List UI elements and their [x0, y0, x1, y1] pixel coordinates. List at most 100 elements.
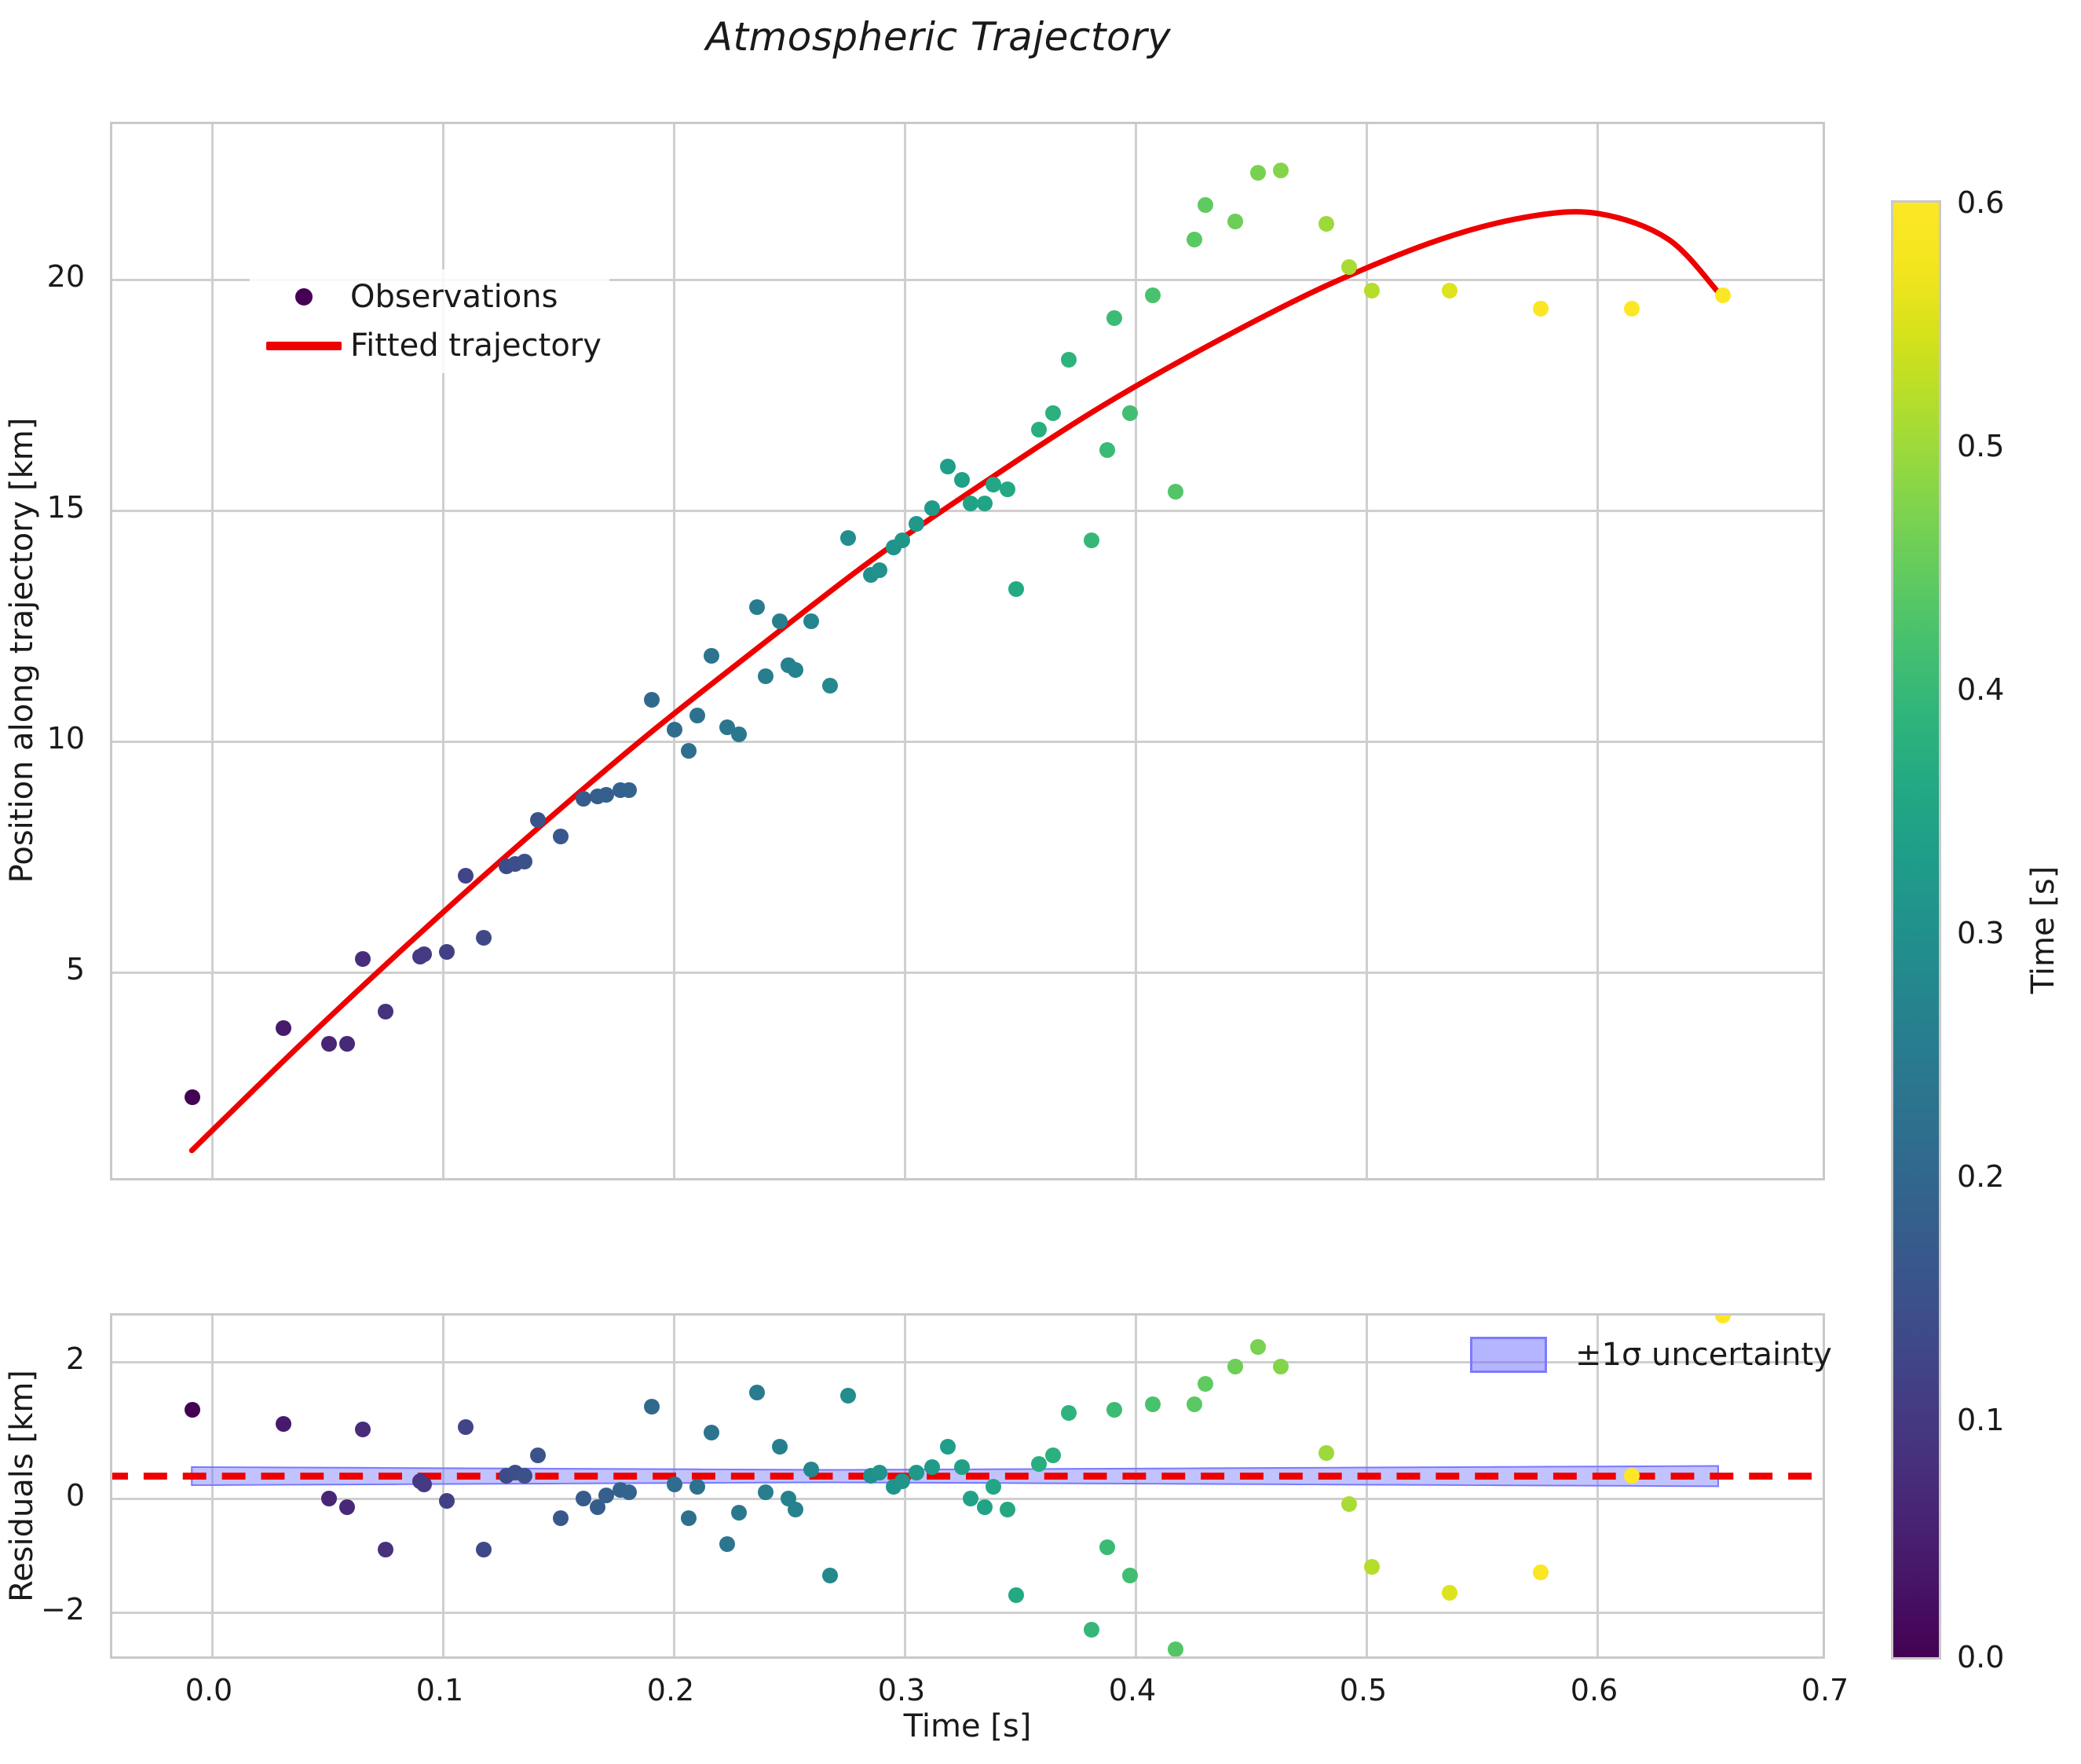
residual-point	[689, 1479, 706, 1495]
data-point	[1532, 301, 1549, 317]
residual-point	[457, 1418, 474, 1435]
uncertainty-band-swatch-icon	[1470, 1337, 1547, 1373]
residual-point	[924, 1458, 941, 1475]
residual-point	[1044, 1447, 1061, 1464]
ytick-main-10: 10	[46, 721, 85, 756]
legend-item-fitted[interactable]: Fitted trajectory	[258, 321, 602, 370]
residual-point	[621, 1484, 638, 1501]
data-point	[986, 477, 1002, 493]
residual-point	[1061, 1404, 1077, 1421]
residual-point	[644, 1399, 660, 1415]
data-point	[1227, 213, 1243, 229]
data-point	[457, 867, 474, 884]
cbar-tick-0.5: 0.5	[1957, 429, 2005, 463]
residual-point	[1106, 1402, 1123, 1418]
cbar-tick-0.6: 0.6	[1957, 185, 2005, 220]
legend-label-uncertainty: ±1σ uncertainty	[1575, 1337, 1832, 1373]
data-point	[730, 726, 747, 742]
residual-point	[986, 1479, 1002, 1495]
ytick-resid-2: 2	[65, 1341, 85, 1376]
ytick-resid-0: 0	[65, 1478, 85, 1513]
data-point	[1044, 404, 1061, 421]
residual-zero-line-and-band	[112, 1465, 1823, 1488]
gridline-h	[112, 1612, 1823, 1614]
residual-point	[1186, 1396, 1202, 1412]
data-point	[275, 1019, 291, 1036]
legend-item-observations[interactable]: Observations	[258, 273, 602, 321]
residual-point	[378, 1542, 394, 1558]
ytick-main-20: 20	[46, 259, 85, 294]
data-point	[1031, 421, 1048, 437]
xtick-0.1: 0.1	[415, 1673, 464, 1707]
xtick-0.6: 0.6	[1570, 1673, 1618, 1707]
residual-point	[953, 1458, 970, 1475]
data-point	[908, 516, 924, 532]
residual-point	[1145, 1396, 1161, 1412]
data-point	[1061, 352, 1077, 368]
gridline-v	[442, 124, 444, 1178]
main-legend: Observations Fitted trajectory	[250, 269, 609, 373]
data-point	[644, 691, 660, 708]
residual-point	[1227, 1359, 1243, 1375]
residual-point	[553, 1510, 569, 1527]
data-point	[703, 647, 719, 664]
colorbar[interactable]	[1891, 200, 1941, 1660]
data-point	[1714, 287, 1731, 303]
residuals-legend[interactable]: ±1σ uncertainty	[1470, 1337, 1832, 1373]
data-point	[355, 950, 371, 967]
main-y-axis-label: Position along trajectory [km]	[4, 417, 40, 884]
residual-point	[1249, 1339, 1266, 1355]
residual-point	[976, 1499, 993, 1515]
residual-point	[1318, 1444, 1334, 1461]
gridline-h	[112, 741, 1823, 743]
xtick-0.7: 0.7	[1801, 1673, 1849, 1707]
residual-point	[184, 1402, 200, 1418]
cbar-tick-0.2: 0.2	[1957, 1159, 2005, 1194]
residual-point	[516, 1467, 532, 1484]
page-title: Atmospheric Trajectory	[705, 14, 1172, 60]
data-point	[1249, 164, 1266, 181]
data-point	[1122, 404, 1139, 421]
residual-point	[439, 1493, 455, 1510]
data-point	[439, 943, 455, 960]
residual-point	[730, 1504, 747, 1521]
residual-point	[908, 1465, 924, 1480]
observations-marker-icon	[258, 288, 350, 306]
ytick-main-5: 5	[65, 952, 85, 986]
xtick-0.5: 0.5	[1339, 1673, 1388, 1707]
data-point	[1145, 287, 1161, 303]
gridline-h	[112, 510, 1823, 512]
residual-point	[788, 1502, 804, 1518]
data-point	[516, 853, 532, 869]
data-point	[821, 678, 838, 694]
residual-point	[1714, 1316, 1731, 1323]
data-point	[940, 458, 956, 474]
residual-point	[839, 1387, 856, 1404]
ytick-resid-neg2: −2	[40, 1592, 85, 1627]
main-plot-axes: Observations Fitted trajectory	[110, 122, 1825, 1180]
data-point	[976, 495, 993, 511]
xtick-0.2: 0.2	[646, 1673, 695, 1707]
gridline-v	[673, 124, 675, 1178]
residual-point	[963, 1490, 979, 1506]
gridline-v	[1366, 124, 1368, 1178]
residual-point	[416, 1476, 433, 1492]
residual-point	[1084, 1622, 1100, 1638]
residual-point	[320, 1490, 337, 1506]
residual-point	[1441, 1584, 1457, 1601]
data-point	[576, 791, 592, 807]
data-point	[788, 661, 804, 678]
residual-point	[475, 1542, 492, 1558]
residual-point	[894, 1473, 911, 1489]
data-point	[1318, 215, 1334, 232]
data-point	[475, 930, 492, 946]
residual-point	[1008, 1587, 1025, 1604]
gridline-h	[112, 279, 1823, 281]
data-point	[598, 786, 615, 803]
data-point	[1168, 483, 1184, 500]
residual-point	[355, 1422, 371, 1438]
data-point	[999, 481, 1015, 498]
data-point	[667, 722, 683, 738]
residual-point	[1272, 1359, 1289, 1375]
residual-point	[1532, 1565, 1549, 1581]
